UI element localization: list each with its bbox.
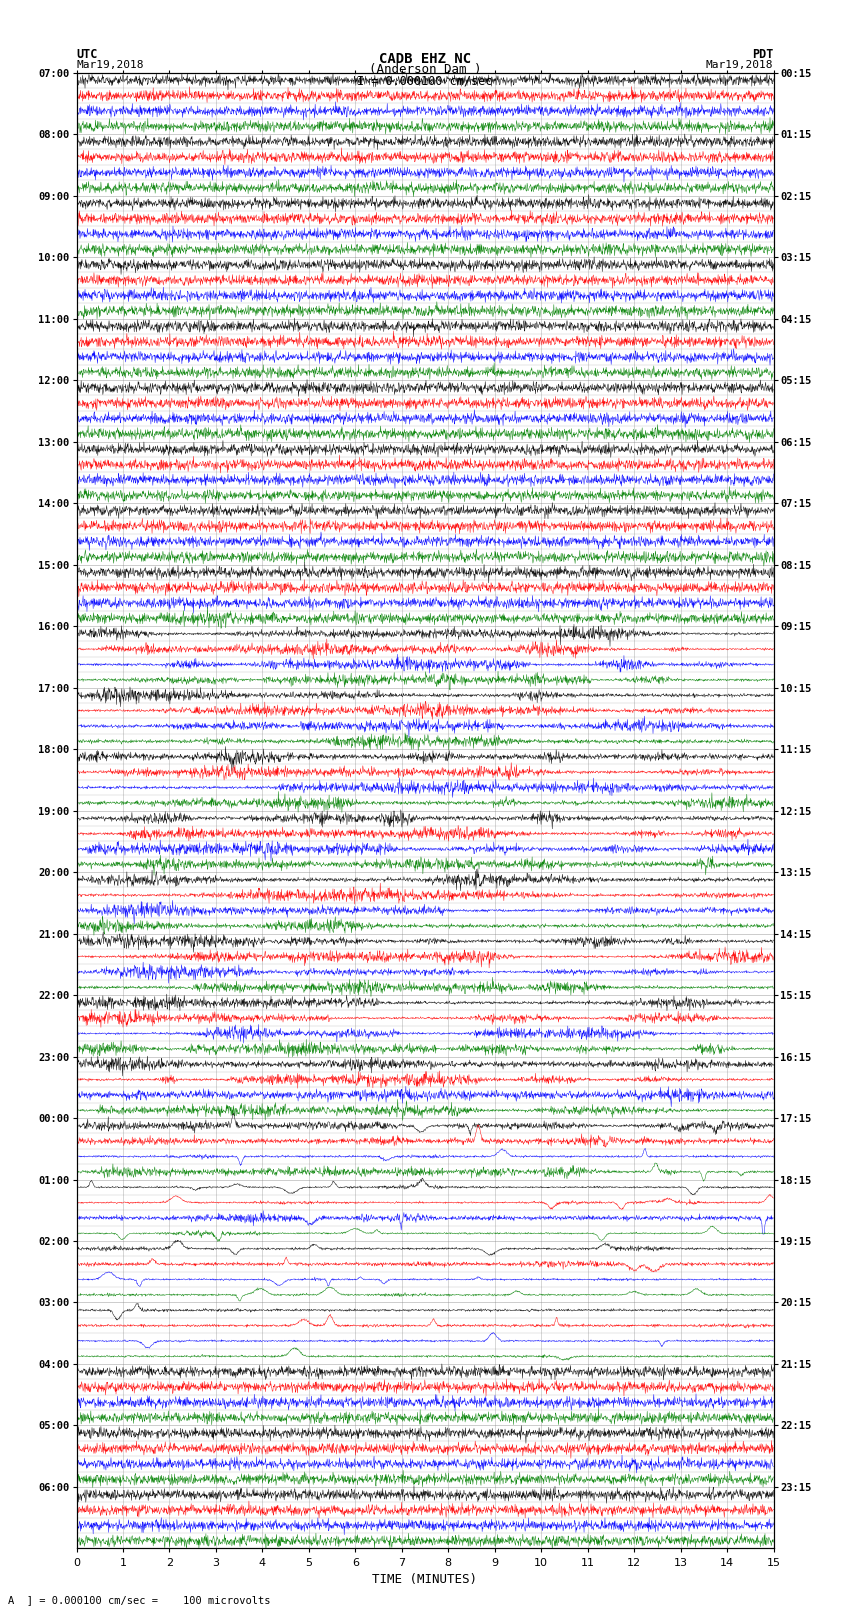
X-axis label: TIME (MINUTES): TIME (MINUTES) xyxy=(372,1573,478,1586)
Text: PDT: PDT xyxy=(752,48,774,61)
Text: UTC: UTC xyxy=(76,48,98,61)
Text: Mar19,2018: Mar19,2018 xyxy=(76,60,144,69)
Text: A  ] = 0.000100 cm/sec =    100 microvolts: A ] = 0.000100 cm/sec = 100 microvolts xyxy=(8,1595,271,1605)
Text: CADB EHZ NC: CADB EHZ NC xyxy=(379,52,471,66)
Text: I = 0.000100 cm/sec: I = 0.000100 cm/sec xyxy=(357,74,493,87)
Text: (Anderson Dam ): (Anderson Dam ) xyxy=(369,63,481,76)
Text: Mar19,2018: Mar19,2018 xyxy=(706,60,774,69)
